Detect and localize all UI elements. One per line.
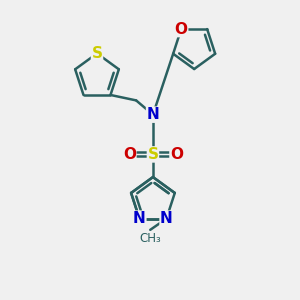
Text: N: N (160, 211, 173, 226)
Text: S: S (147, 147, 158, 162)
Text: S: S (92, 46, 103, 61)
Text: O: O (123, 147, 136, 162)
Text: N: N (147, 107, 159, 122)
Text: O: O (170, 147, 183, 162)
Text: O: O (175, 22, 188, 37)
Text: CH₃: CH₃ (140, 232, 161, 245)
Text: N: N (133, 211, 146, 226)
